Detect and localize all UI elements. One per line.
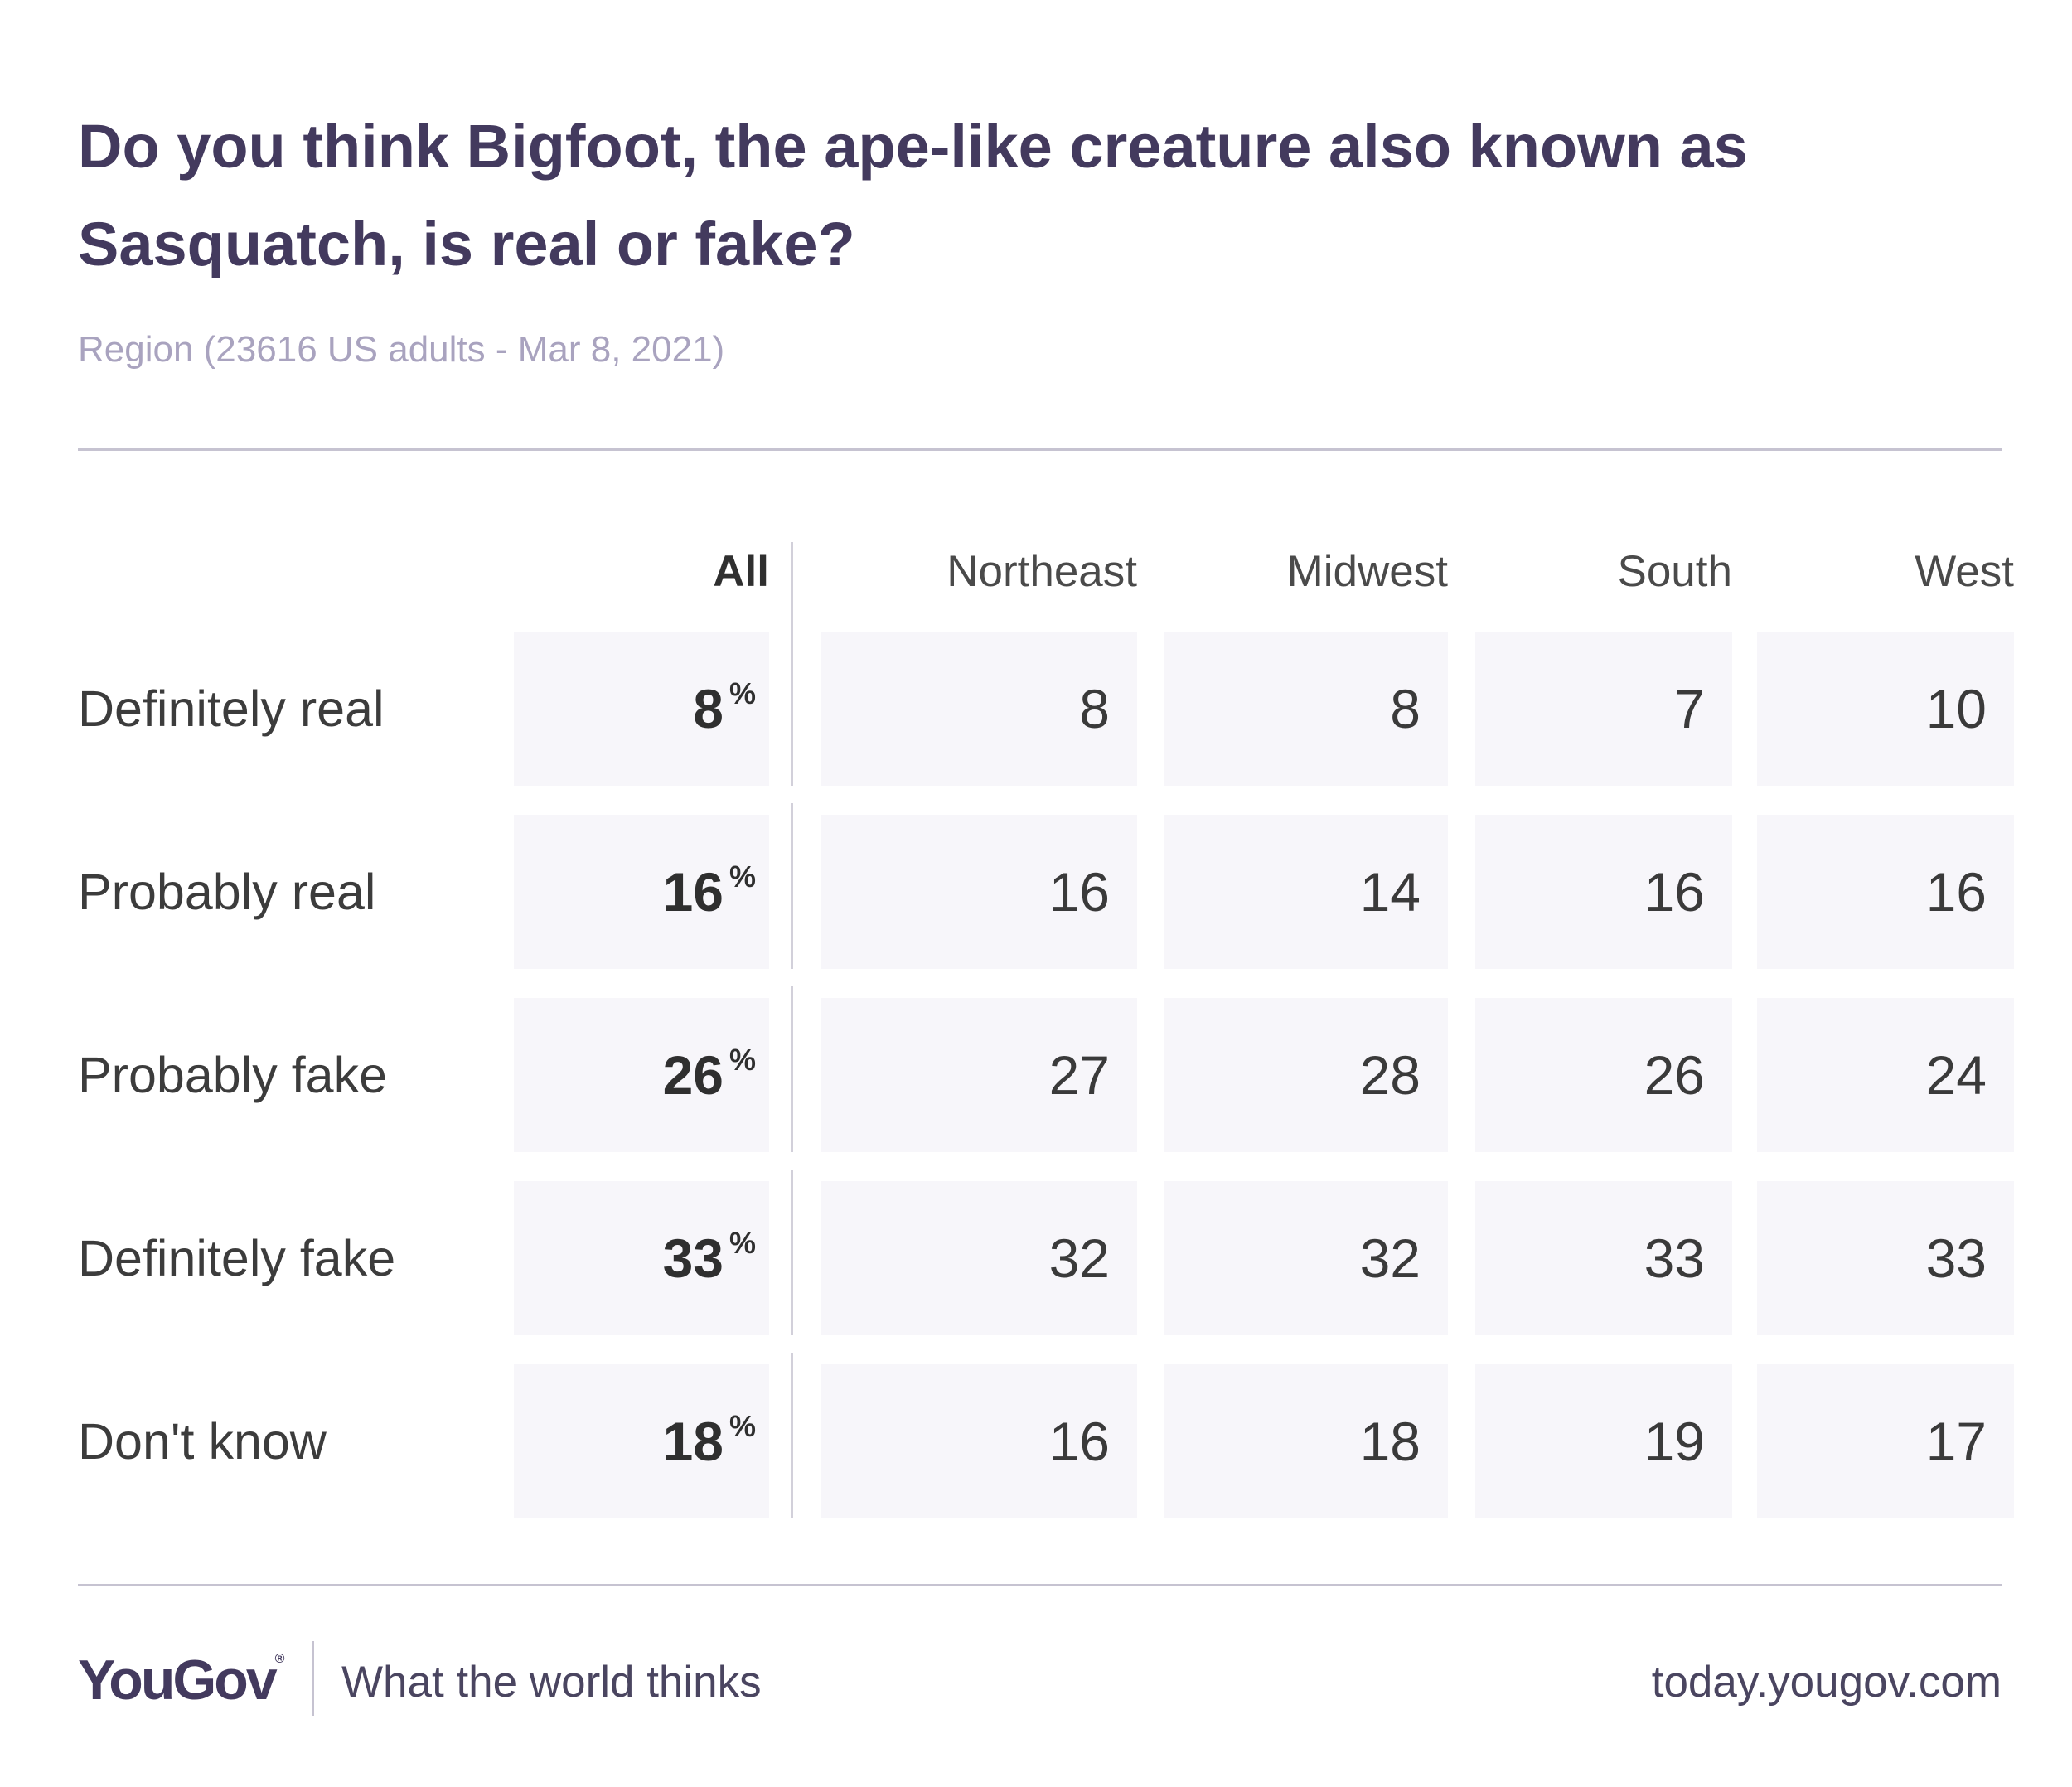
cell-value: 18 bbox=[662, 1411, 724, 1472]
column-header-south: South bbox=[1617, 547, 1732, 596]
registered-mark: ® bbox=[274, 1652, 285, 1666]
cell-all: 8% bbox=[514, 632, 769, 786]
cell-midwest: 32 bbox=[1164, 1181, 1448, 1335]
row-label: Don't know bbox=[78, 1413, 327, 1470]
cell-northeast: 8 bbox=[821, 632, 1137, 786]
cell-value: 19 bbox=[1644, 1411, 1705, 1472]
cell-northeast: 16 bbox=[821, 1364, 1137, 1518]
row-label: Definitely real bbox=[78, 680, 385, 737]
column-header-all: All bbox=[713, 547, 769, 596]
percent-sign: % bbox=[729, 676, 756, 710]
column-separator bbox=[791, 542, 793, 786]
percent-sign: % bbox=[729, 860, 756, 894]
cell-midwest: 14 bbox=[1164, 815, 1448, 969]
cell-value: 8 bbox=[1079, 678, 1110, 739]
chart-subtitle: Region (23616 US adults - Mar 8, 2021) bbox=[78, 329, 725, 370]
column-header-west: West bbox=[1915, 547, 2014, 596]
row-label: Definitely fake bbox=[78, 1230, 396, 1286]
chart-title: Do you think Bigfoot, the ape-like creat… bbox=[78, 112, 1748, 278]
top-divider bbox=[78, 448, 2002, 451]
row-label: Probably fake bbox=[78, 1047, 387, 1103]
cell-value: 27 bbox=[1048, 1044, 1110, 1106]
cell-all: 16% bbox=[514, 815, 769, 969]
percent-sign: % bbox=[729, 1043, 756, 1077]
footer-tagline: What the world thinks bbox=[341, 1658, 762, 1707]
column-separator bbox=[791, 986, 793, 1152]
cell-midwest: 8 bbox=[1164, 632, 1448, 786]
cell-northeast: 32 bbox=[821, 1181, 1137, 1335]
cell-value: 16 bbox=[1048, 861, 1110, 923]
row-label: Probably real bbox=[78, 864, 376, 920]
percent-sign: % bbox=[729, 1409, 756, 1443]
cell-value: 16 bbox=[662, 861, 724, 923]
cell-south: 7 bbox=[1475, 632, 1732, 786]
column-header-midwest: Midwest bbox=[1286, 547, 1448, 596]
cell-value: 26 bbox=[662, 1044, 724, 1106]
cell-value: 28 bbox=[1359, 1044, 1421, 1106]
cell-midwest: 28 bbox=[1164, 998, 1448, 1152]
percent-sign: % bbox=[729, 1226, 756, 1260]
cell-all: 18% bbox=[514, 1364, 769, 1518]
cell-value: 33 bbox=[662, 1228, 724, 1289]
cell-all: 33% bbox=[514, 1181, 769, 1335]
cell-value: 33 bbox=[1644, 1228, 1705, 1289]
cell-value: 18 bbox=[1359, 1411, 1421, 1472]
cell-value: 7 bbox=[1674, 678, 1705, 739]
cell-value: 14 bbox=[1359, 861, 1421, 923]
cell-value: 16 bbox=[1644, 861, 1705, 923]
column-header-northeast: Northeast bbox=[946, 547, 1137, 596]
yougov-logo: YouGov® bbox=[78, 1643, 284, 1717]
logo-text: YouGov bbox=[78, 1649, 278, 1712]
cell-value: 16 bbox=[1925, 861, 1987, 923]
column-separator bbox=[791, 1353, 793, 1518]
cell-value: 17 bbox=[1925, 1411, 1987, 1472]
cell-northeast: 16 bbox=[821, 815, 1137, 969]
column-separator bbox=[791, 803, 793, 969]
column-separator bbox=[791, 1170, 793, 1335]
cell-value: 32 bbox=[1048, 1228, 1110, 1289]
cell-west: 17 bbox=[1757, 1364, 2014, 1518]
cell-value: 10 bbox=[1925, 678, 1987, 739]
cell-south: 16 bbox=[1475, 815, 1732, 969]
footer-separator bbox=[312, 1641, 314, 1716]
cell-value: 26 bbox=[1644, 1044, 1705, 1106]
cell-all: 26% bbox=[514, 998, 769, 1152]
footer-site-url: today.yougov.com bbox=[1651, 1658, 2002, 1707]
cell-west: 24 bbox=[1757, 998, 2014, 1152]
cell-west: 10 bbox=[1757, 632, 2014, 786]
cell-west: 33 bbox=[1757, 1181, 2014, 1335]
cell-south: 33 bbox=[1475, 1181, 1732, 1335]
cell-value: 8 bbox=[693, 678, 724, 739]
cell-value: 24 bbox=[1925, 1044, 1987, 1106]
cell-northeast: 27 bbox=[821, 998, 1137, 1152]
cell-value: 8 bbox=[1390, 678, 1421, 739]
cell-west: 16 bbox=[1757, 815, 2014, 969]
cell-south: 26 bbox=[1475, 998, 1732, 1152]
cell-value: 33 bbox=[1925, 1228, 1987, 1289]
cell-value: 16 bbox=[1048, 1411, 1110, 1472]
cell-midwest: 18 bbox=[1164, 1364, 1448, 1518]
cell-value: 32 bbox=[1359, 1228, 1421, 1289]
bottom-divider bbox=[78, 1584, 2002, 1586]
cell-south: 19 bbox=[1475, 1364, 1732, 1518]
